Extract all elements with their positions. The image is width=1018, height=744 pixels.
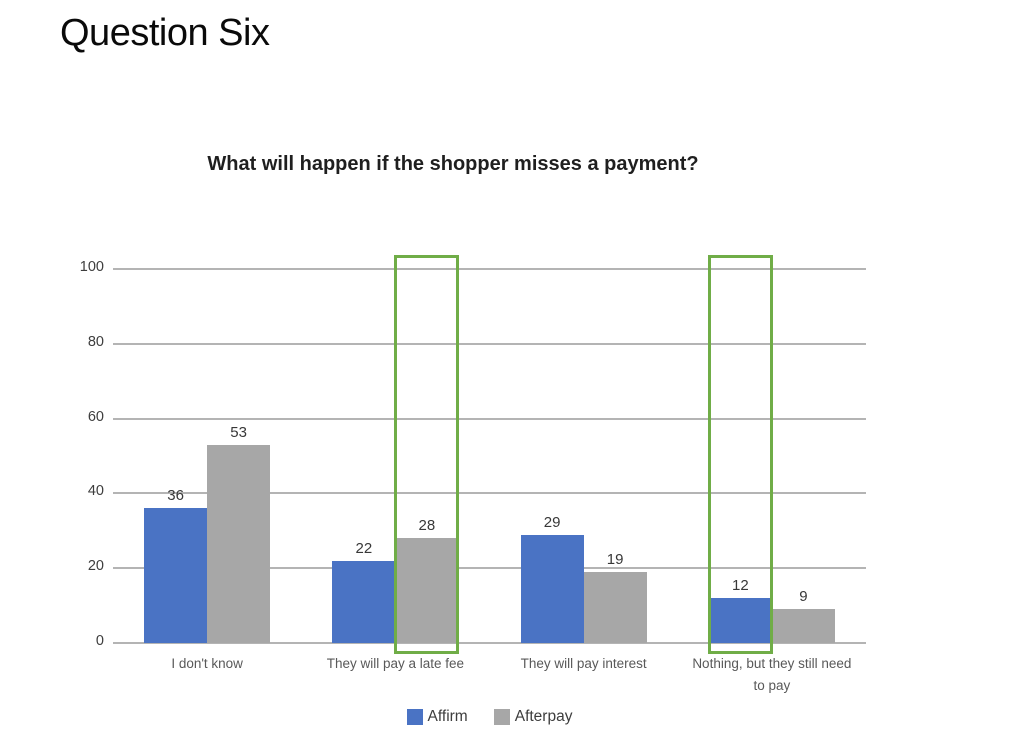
y-axis-label-100: 100 xyxy=(79,259,104,275)
x-axis-label-they-will-pay-interest: They will pay interest xyxy=(520,656,647,671)
bar-value-label-afterpay-i-don-t-know: 53 xyxy=(230,423,247,441)
legend-label-affirm: Affirm xyxy=(427,708,468,725)
y-axis-label-80: 80 xyxy=(87,333,104,350)
gridline-100 xyxy=(113,268,866,270)
bar-affirm-nothing-but-they-still-need-to-pay xyxy=(708,598,772,643)
x-axis-label-nothing-but-they-still-need-to-pay: Nothing, but they still need to pay xyxy=(692,656,852,693)
gridline-0 xyxy=(113,642,866,644)
y-axis-label-60: 60 xyxy=(87,408,104,425)
chart-title: What will happen if the shopper misses a… xyxy=(207,153,699,175)
bar-value-label-afterpay-nothing-but-they-still-need-to-pay: 9 xyxy=(799,588,808,606)
gridline-40 xyxy=(113,492,866,495)
gridline-80 xyxy=(113,342,866,345)
gridline-60 xyxy=(113,417,866,420)
bar-affirm-they-will-pay-a-late-fee xyxy=(332,560,396,643)
bar-afterpay-they-will-pay-interest xyxy=(583,571,647,643)
bar-value-label-afterpay-they-will-pay-a-late-fee: 28 xyxy=(418,517,436,535)
legend-item-afterpay: Afterpay xyxy=(493,708,573,726)
highlight-box-afterpay-they-will-pay-a-late-fee xyxy=(394,255,460,654)
bar-afterpay-they-will-pay-a-late-fee xyxy=(395,538,459,643)
legend-swatch-affirm xyxy=(406,709,423,725)
y-axis-label-20: 20 xyxy=(87,558,104,575)
legend-swatch-afterpay xyxy=(493,709,510,725)
x-axis-label-they-will-pay-a-late-fee: They will pay a late fee xyxy=(326,656,465,671)
legend-item-affirm: Affirm xyxy=(406,708,468,726)
x-axis-label-i-don-t-know: I don't know xyxy=(171,656,243,671)
legend-label-afterpay: Afterpay xyxy=(514,708,573,725)
bar-affirm-i-don-t-know xyxy=(144,508,208,643)
bar-value-label-affirm-they-will-pay-a-late-fee: 22 xyxy=(355,539,373,557)
chart-legend: Affirm Afterpay xyxy=(113,708,866,726)
bar-afterpay-nothing-but-they-still-need-to-pay xyxy=(771,609,835,643)
gridline-20 xyxy=(113,567,866,570)
bar-value-label-affirm-i-don-t-know: 36 xyxy=(167,487,184,505)
y-axis-label-0: 0 xyxy=(95,633,104,649)
bar-affirm-they-will-pay-interest xyxy=(520,534,584,643)
y-axis-label-40: 40 xyxy=(87,483,104,500)
bar-value-label-afterpay-they-will-pay-interest: 19 xyxy=(606,550,624,568)
highlight-box-affirm-nothing-but-they-still-need-to-pay xyxy=(707,255,773,654)
bar-value-label-affirm-they-will-pay-interest: 29 xyxy=(543,513,561,531)
bar-afterpay-i-don-t-know xyxy=(207,444,271,643)
page-title: Question Six xyxy=(60,12,270,54)
bar-value-label-affirm-nothing-but-they-still-need-to-pay: 12 xyxy=(732,577,749,595)
